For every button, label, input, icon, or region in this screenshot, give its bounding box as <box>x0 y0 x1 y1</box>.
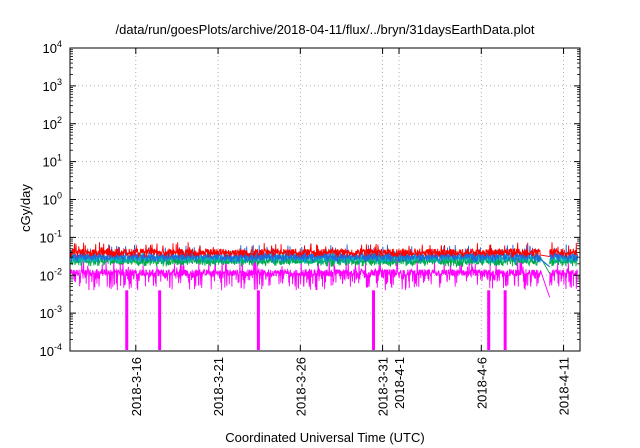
y-tick-label: 10-3 <box>40 304 62 321</box>
grid-lines <box>70 48 580 351</box>
dropout-spike <box>487 290 491 350</box>
x-tick-label: 2018-4-1 <box>392 357 407 409</box>
series-line <box>70 242 578 259</box>
x-axis-label: Coordinated Universal Time (UTC) <box>225 430 424 445</box>
y-axis-label: cGy/day <box>18 184 33 232</box>
x-tick-label: 2018-3-26 <box>293 357 308 416</box>
x-tick-label: 2018-3-31 <box>376 357 391 416</box>
y-tick-label: 100 <box>43 191 62 208</box>
axis-ticks: 10-4 10-3 10-2 10-1 100 101 102 103 104 2018-3-16… <box>40 39 580 416</box>
y-tick-label: 10-4 <box>40 342 62 359</box>
y-tick-label: 104 <box>43 39 62 56</box>
dropout-spike <box>372 290 376 350</box>
dropout-spike <box>503 290 507 350</box>
series-line <box>70 257 578 298</box>
x-tick-label: 2018-3-16 <box>129 357 144 416</box>
x-tick-label: 2018-4-11 <box>557 357 572 415</box>
dropout-spike <box>256 290 260 350</box>
y-tick-label: 101 <box>43 153 62 170</box>
x-tick-label: 2018-4-6 <box>474 357 489 409</box>
chart-title: /data/run/goesPlots/archive/2018-04-11/f… <box>116 22 535 37</box>
y-tick-label: 103 <box>43 77 62 94</box>
y-tick-label: 10-2 <box>40 266 62 283</box>
dropout-spike <box>125 290 129 350</box>
dropout-spike <box>158 290 162 350</box>
x-tick-label: 2018-3-21 <box>211 357 226 416</box>
y-tick-label: 102 <box>43 115 62 132</box>
series-layer <box>70 242 578 350</box>
y-tick-label: 10-1 <box>40 228 62 245</box>
plot-frame <box>69 47 581 352</box>
